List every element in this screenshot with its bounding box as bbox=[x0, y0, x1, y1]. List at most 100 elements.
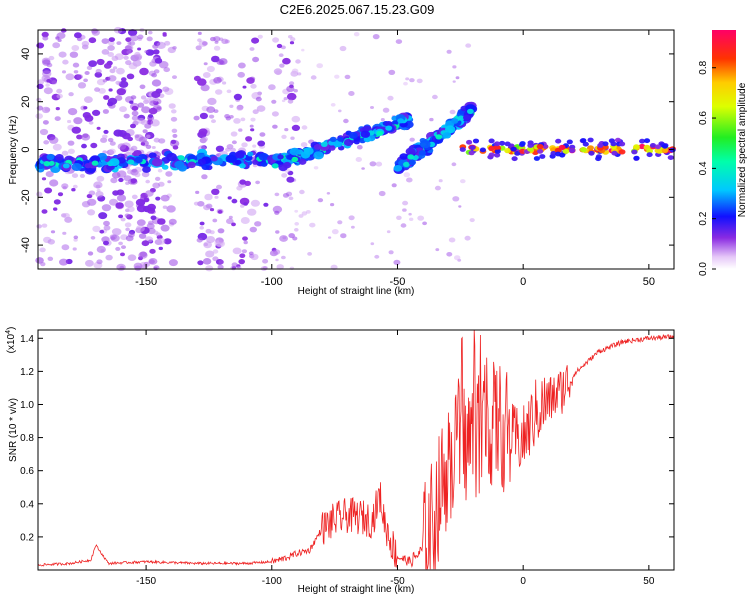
spectrogram-cell bbox=[41, 31, 49, 38]
spectrogram-cell bbox=[209, 208, 215, 212]
spectrogram-y-label: Frequency (Hz) bbox=[8, 116, 19, 185]
spectrogram-cell bbox=[137, 47, 142, 51]
spectrogram-cell bbox=[348, 91, 355, 96]
spectrogram-cell bbox=[646, 152, 653, 158]
spectrogram-cell bbox=[73, 117, 83, 125]
spectrogram-cell bbox=[393, 165, 403, 172]
spectrogram-cell bbox=[199, 112, 208, 120]
spectrogram-cell bbox=[42, 59, 51, 66]
spectrogram-cell bbox=[209, 114, 215, 119]
spectrogram-cell bbox=[514, 151, 521, 156]
spectrogram-cell bbox=[144, 50, 149, 54]
spectrogram-cell bbox=[123, 175, 132, 182]
spectrogram-cell bbox=[228, 215, 233, 219]
spectrogram-cell bbox=[91, 160, 99, 166]
spectrogram-cell bbox=[619, 141, 626, 147]
spectrogram-cell bbox=[291, 156, 299, 162]
spectrogram-cell bbox=[73, 235, 79, 240]
spectrogram-cell bbox=[249, 226, 257, 233]
spectrogram-cell bbox=[54, 116, 61, 121]
spectrogram-cell bbox=[669, 147, 676, 153]
spectrogram-cell bbox=[55, 36, 60, 40]
spectrogram-cell bbox=[611, 150, 618, 156]
spectrogram-cell bbox=[494, 141, 501, 147]
spectrogram-cell bbox=[197, 78, 207, 86]
spectrogram-cell bbox=[103, 63, 112, 69]
spectrogram-cell bbox=[667, 155, 674, 161]
spectrogram-cell bbox=[150, 215, 157, 221]
spectrogram-cell bbox=[240, 117, 246, 122]
spectrogram-cell bbox=[107, 52, 114, 57]
spectrogram-cell bbox=[201, 136, 208, 142]
spectrogram-cell bbox=[227, 196, 232, 200]
spectrogram-cell bbox=[282, 236, 287, 240]
spectrogram-cell bbox=[274, 210, 280, 215]
snr-frame bbox=[37, 329, 675, 571]
spectrogram-cell bbox=[162, 33, 167, 37]
spectrogram-cell bbox=[197, 260, 204, 266]
spectrogram-cell bbox=[488, 138, 495, 144]
spectrogram-cell bbox=[249, 124, 254, 128]
spectrogram-cell bbox=[161, 164, 169, 170]
spectrogram-cell bbox=[618, 149, 626, 155]
spectrogram-cell bbox=[243, 202, 248, 206]
spectrogram-cell bbox=[147, 114, 154, 119]
spectrogram-cell bbox=[125, 235, 134, 242]
spectrogram-cell bbox=[81, 201, 91, 208]
spectrogram-cell bbox=[588, 150, 595, 156]
spectrogram-cell bbox=[41, 177, 47, 181]
spectrogram-cell bbox=[124, 45, 132, 51]
spectrogram-cell bbox=[84, 96, 93, 103]
spectrogram-cell bbox=[134, 172, 141, 178]
spectrogram-cell bbox=[151, 146, 156, 149]
spectrogram-cell bbox=[83, 106, 88, 110]
spectrogram-cell bbox=[151, 79, 162, 87]
spectrogram-cell bbox=[53, 199, 61, 205]
spectrogram-cell bbox=[103, 129, 109, 134]
spectrogram-cell bbox=[136, 204, 147, 213]
spectrogram-cell bbox=[52, 42, 61, 49]
spectrogram-cell bbox=[116, 67, 125, 75]
spectrogram-cell bbox=[67, 119, 72, 124]
snr-x-label: Height of straight line (km) bbox=[298, 584, 415, 595]
spectrogram-cell bbox=[47, 256, 54, 261]
spectrogram-cell bbox=[469, 218, 475, 223]
spectrogram-cell bbox=[445, 125, 456, 134]
spectrogram-cell bbox=[361, 167, 365, 170]
spectrogram-cell bbox=[125, 60, 132, 66]
spectrogram-cell bbox=[252, 109, 259, 115]
spectrogram-cell bbox=[432, 94, 438, 100]
spectrogram-cell bbox=[71, 173, 79, 179]
spectrogram-cell bbox=[153, 69, 160, 74]
spectrogram-cell bbox=[172, 133, 178, 138]
spectrogram-cell bbox=[393, 259, 401, 266]
spectrogram-cell bbox=[372, 34, 380, 40]
spectrogram-cell bbox=[84, 163, 92, 169]
spectrogram-cell bbox=[239, 179, 247, 185]
spectrogram-cell bbox=[196, 237, 203, 243]
spectrogram-cell bbox=[137, 34, 144, 40]
snr-y-tick-label: 1.2 bbox=[20, 367, 34, 378]
spectrogram-cell bbox=[429, 117, 434, 122]
spectrogram-cell bbox=[256, 105, 266, 112]
spectrogram-cell bbox=[46, 79, 51, 83]
spectrogram-cell bbox=[330, 203, 335, 207]
spectrogram-x-tick-label: -50 bbox=[390, 276, 406, 288]
spectrogram-cell bbox=[143, 261, 151, 267]
spectrogram-cell bbox=[569, 148, 576, 153]
spectrogram-cell bbox=[134, 51, 141, 57]
spectrogram-cell bbox=[145, 179, 150, 184]
spectrogram-cell bbox=[231, 198, 238, 204]
spectrogram-cell bbox=[299, 189, 305, 195]
spectrogram-cell bbox=[313, 151, 324, 160]
spectrogram-cell bbox=[238, 128, 243, 132]
spectrogram-cell bbox=[527, 146, 534, 152]
spectrogram-cell bbox=[472, 138, 480, 144]
spectrogram-cell bbox=[116, 41, 122, 45]
spectrogram-cell bbox=[351, 225, 355, 229]
spectrogram-cell bbox=[98, 88, 106, 94]
spectrogram-cell bbox=[72, 247, 77, 251]
spectrogram-cell bbox=[157, 168, 163, 173]
spectrogram-cell bbox=[293, 89, 298, 93]
spectrogram-cell bbox=[160, 194, 170, 202]
